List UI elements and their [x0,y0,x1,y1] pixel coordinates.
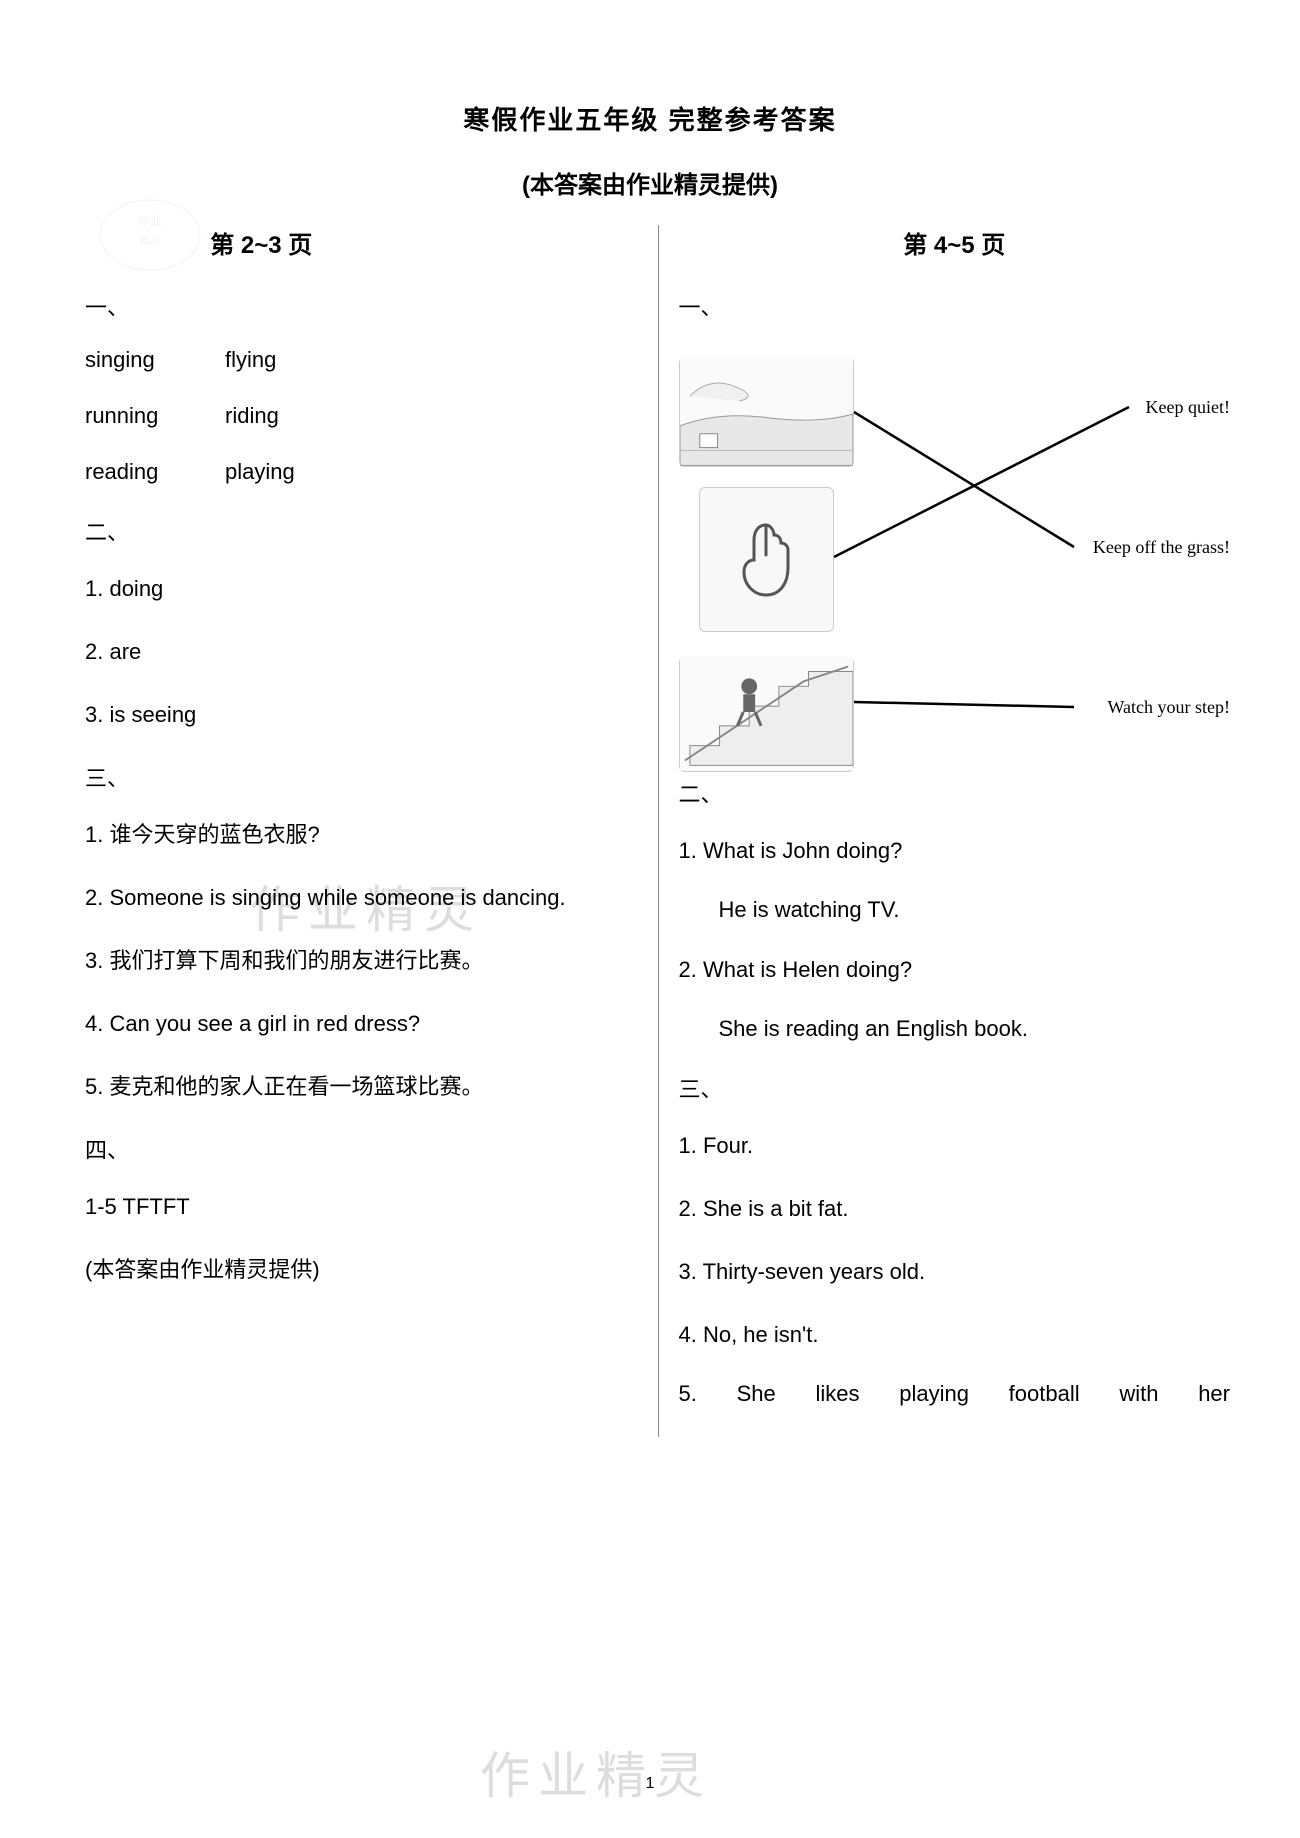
answer-line: 1. Four. [679,1129,1231,1162]
match-label: Watch your step! [1107,697,1230,718]
watermark-text: 作业精灵 [480,1736,712,1808]
answer-line: 1. doing [85,572,638,605]
match-label: Keep quiet! [1146,397,1230,418]
section-marker: 四、 [85,1133,638,1165]
left-heading: 第 2~3 页 [0,225,538,260]
answer-line: 3. is seeing [85,698,638,731]
word-cell: singing [85,347,225,373]
word-cell: playing [225,459,295,484]
answer-line: 2. Someone is singing while someone is d… [85,881,638,914]
answer-line: 2. She is a bit fat. [679,1192,1231,1225]
section-marker: 一、 [679,290,1231,322]
credit-line: (本答案由作业精灵提供) [85,1253,638,1286]
section-marker: 三、 [679,1072,1231,1104]
section-marker: 二、 [679,777,1231,809]
word-cell: running [85,403,225,429]
right-heading: 第 4~5 页 [679,225,1231,260]
match-label: Keep off the grass! [1093,537,1230,558]
answer-line: 5. 麦克和他的家人正在看一场篮球比赛。 [85,1070,638,1103]
answer-line: 4. Can you see a girl in red dress? [85,1007,638,1040]
answer-line: 3. 我们打算下周和我们的朋友进行比赛。 [85,944,638,977]
answer-line: 1. What is John doing? [679,834,1231,867]
matching-diagram: Keep quiet! Keep off the grass! Watch yo… [679,347,1231,757]
answer-line: 1. 谁今天穿的蓝色衣服? [85,818,638,851]
section-marker: 二、 [85,515,638,547]
right-column: 第 4~5 页 一、 [658,225,1231,1437]
answer-line: 2. are [85,635,638,668]
answer-line: 5. She likes playing football with her [679,1381,1231,1407]
word-row: singingflying [85,347,638,373]
grass-image [679,357,854,467]
shush-icon-image [699,487,834,632]
answer-line: 4. No, he isn't. [679,1318,1231,1351]
word-cell: reading [85,459,225,485]
word-row: readingplaying [85,459,638,485]
title-block: 寒假作业五年级 完整参考答案 (本答案由作业精灵提供) [0,0,1300,200]
answer-line: 3. Thirty-seven years old. [679,1255,1231,1288]
section-marker: 一、 [85,290,638,322]
answer-line: He is watching TV. [679,897,1231,923]
word-cell: riding [225,403,279,428]
page-title: 寒假作业五年级 完整参考答案 [0,100,1300,137]
answer-line: 1-5 TFTFT [85,1190,638,1223]
word-row: runningriding [85,403,638,429]
word-cell: flying [225,347,276,372]
answer-line: 2. What is Helen doing? [679,953,1231,986]
page-number: 1 [646,1775,655,1793]
content-columns: 第 2~3 页 一、 singingflying runningriding r… [0,225,1300,1437]
answer-line: She is reading an English book. [679,1016,1231,1042]
stairs-image [679,657,854,772]
section-marker: 三、 [85,761,638,793]
left-column: 第 2~3 页 一、 singingflying runningriding r… [85,225,658,1437]
